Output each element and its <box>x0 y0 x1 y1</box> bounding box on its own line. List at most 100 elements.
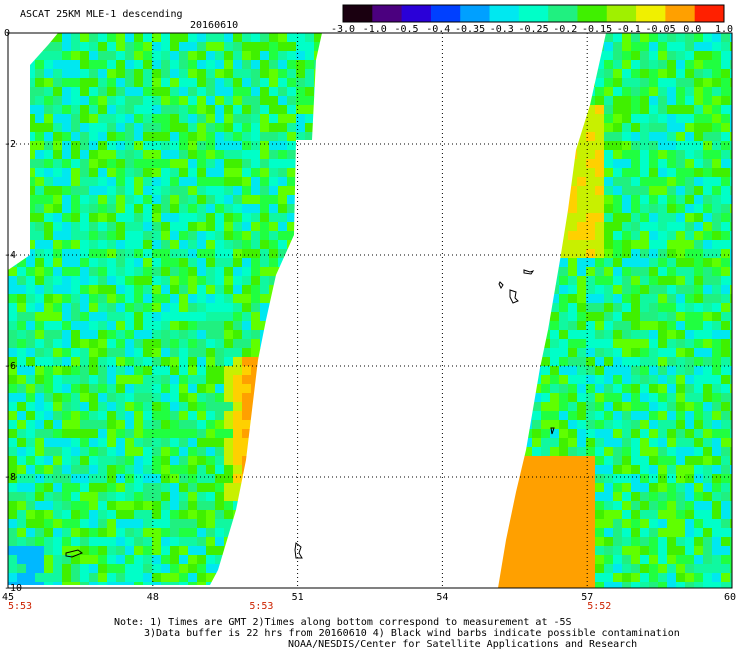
data-cell <box>604 420 613 429</box>
data-cell <box>721 465 730 474</box>
data-cell <box>604 87 613 96</box>
data-cell <box>242 231 251 240</box>
data-cell <box>161 123 170 132</box>
data-cell <box>730 240 732 249</box>
data-cell <box>224 510 233 519</box>
data-cell <box>712 393 721 402</box>
data-cell <box>667 240 676 249</box>
data-cell <box>631 438 640 447</box>
data-cell <box>631 231 640 240</box>
data-cell <box>26 510 35 519</box>
data-cell <box>667 357 676 366</box>
data-cell <box>17 492 26 501</box>
data-cell <box>685 564 694 573</box>
data-cell <box>287 420 296 429</box>
data-cell <box>305 159 314 168</box>
data-cell <box>26 78 35 87</box>
data-cell <box>269 573 278 582</box>
data-cell <box>532 105 541 114</box>
data-cell <box>53 96 62 105</box>
data-cell <box>206 438 215 447</box>
data-cell <box>703 186 712 195</box>
data-cell <box>514 330 523 339</box>
data-cell <box>44 510 53 519</box>
data-cell <box>314 177 322 186</box>
data-cell <box>712 240 721 249</box>
data-cell <box>595 339 604 348</box>
data-cell <box>269 519 278 528</box>
data-cell <box>143 357 152 366</box>
data-cell <box>498 573 505 582</box>
data-cell <box>305 105 314 114</box>
data-cell <box>26 69 35 78</box>
data-cell <box>514 132 523 141</box>
data-cell <box>107 357 116 366</box>
data-cell <box>667 420 676 429</box>
data-cell <box>251 357 260 366</box>
data-cell <box>215 348 224 357</box>
data-cell <box>498 411 505 420</box>
data-cell <box>505 528 514 537</box>
data-cell <box>314 393 322 402</box>
data-cell <box>586 141 595 150</box>
data-cell <box>116 438 125 447</box>
data-cell <box>667 456 676 465</box>
data-cell <box>107 60 116 69</box>
data-cell <box>305 375 314 384</box>
data-cell <box>35 96 44 105</box>
data-cell <box>305 150 314 159</box>
data-cell <box>541 69 550 78</box>
data-cell <box>8 339 17 348</box>
data-cell <box>730 258 732 267</box>
data-cell <box>143 132 152 141</box>
data-cell <box>260 186 269 195</box>
data-cell <box>498 393 505 402</box>
data-cell <box>559 348 568 357</box>
data-cell <box>278 69 287 78</box>
data-cell <box>35 402 44 411</box>
data-cell <box>550 483 559 492</box>
data-cell <box>224 501 233 510</box>
data-cell <box>197 366 206 375</box>
data-cell <box>586 159 595 168</box>
data-cell <box>676 276 685 285</box>
data-cell <box>8 366 17 375</box>
data-cell <box>667 78 676 87</box>
data-cell <box>498 402 505 411</box>
data-cell <box>134 60 143 69</box>
data-cell <box>179 321 188 330</box>
data-cell <box>269 177 278 186</box>
data-cell <box>116 249 125 258</box>
data-cell <box>712 465 721 474</box>
data-cell <box>712 51 721 60</box>
data-cell <box>305 519 314 528</box>
data-cell <box>116 195 125 204</box>
data-cell <box>505 384 514 393</box>
data-cell <box>287 393 296 402</box>
data-cell <box>613 510 622 519</box>
data-cell <box>703 321 712 330</box>
data-cell <box>730 330 732 339</box>
data-cell <box>712 168 721 177</box>
data-cell <box>170 420 179 429</box>
data-cell <box>260 105 269 114</box>
data-cell <box>251 384 260 393</box>
data-cell <box>685 123 694 132</box>
data-cell <box>595 231 604 240</box>
data-cell <box>80 321 89 330</box>
data-cell <box>532 501 541 510</box>
data-cell <box>44 357 53 366</box>
data-cell <box>206 186 215 195</box>
data-cell <box>125 213 134 222</box>
data-cell <box>152 510 161 519</box>
data-cell <box>667 231 676 240</box>
swath-time-label: 5:53 <box>8 601 33 612</box>
data-cell <box>215 249 224 258</box>
data-cell <box>152 132 161 141</box>
data-cell <box>694 384 703 393</box>
data-cell <box>498 510 505 519</box>
colorbar-swatch <box>548 5 578 22</box>
data-cell <box>712 96 721 105</box>
data-cell <box>197 537 206 546</box>
data-cell <box>676 519 685 528</box>
